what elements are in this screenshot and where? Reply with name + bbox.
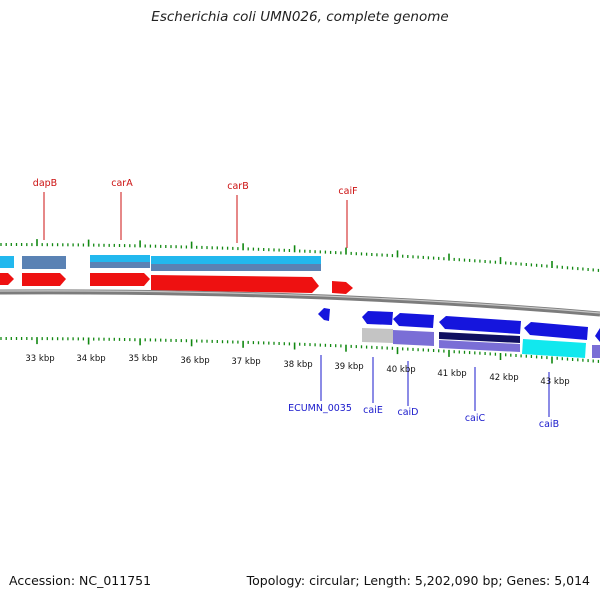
- feature-block[interactable]: [90, 262, 150, 268]
- feature-block[interactable]: [151, 256, 321, 264]
- gene-label-caiB[interactable]: caiB: [539, 419, 559, 430]
- gene-label-dapB[interactable]: dapB: [33, 178, 57, 189]
- bottom-feature-track: [362, 328, 600, 358]
- top-feature-track: [0, 255, 321, 271]
- feature-block[interactable]: [592, 345, 600, 358]
- scale-label: 42 kbp: [489, 373, 518, 383]
- gene-label-caiF[interactable]: caiF: [338, 186, 357, 197]
- scale-label: 35 kbp: [128, 354, 157, 364]
- feature-block[interactable]: [439, 340, 520, 352]
- cds-arrow[interactable]: [362, 311, 393, 325]
- cds-arrow[interactable]: [393, 313, 434, 328]
- gene-label-carA[interactable]: carA: [111, 178, 133, 189]
- forward-cds-track: [0, 273, 353, 294]
- feature-block[interactable]: [522, 339, 586, 358]
- scale-label: 43 kbp: [540, 377, 569, 387]
- scale-label: 37 kbp: [231, 357, 260, 367]
- cds-arrow[interactable]: [318, 308, 330, 321]
- cds-arrow[interactable]: [0, 273, 14, 285]
- map-title: Escherichia coli UMN026, complete genome: [151, 9, 449, 25]
- genome-summary: Topology: circular; Length: 5,202,090 bp…: [246, 573, 590, 588]
- gene-label-ECUMN_0035[interactable]: ECUMN_0035: [288, 403, 352, 414]
- reverse-cds-track: [318, 308, 600, 342]
- scale-label: 33 kbp: [25, 354, 54, 364]
- feature-block[interactable]: [90, 255, 150, 262]
- scale-labels: 33 kbp 34 kbp 35 kbp 36 kbp 37 kbp 38 kb…: [25, 354, 569, 387]
- feature-block[interactable]: [393, 330, 434, 346]
- scale-label: 41 kbp: [437, 369, 466, 379]
- cds-arrow[interactable]: [332, 281, 353, 294]
- scale-label: 36 kbp: [180, 356, 209, 366]
- cds-arrow[interactable]: [90, 273, 150, 286]
- cds-arrow[interactable]: [439, 316, 521, 334]
- cds-arrow[interactable]: [151, 275, 319, 293]
- gene-label-caiE[interactable]: caiE: [363, 405, 383, 416]
- feature-block[interactable]: [22, 256, 66, 269]
- cds-arrow[interactable]: [22, 273, 66, 286]
- cds-arrow[interactable]: [524, 322, 588, 340]
- feature-block[interactable]: [362, 328, 393, 343]
- gene-leaders: [43, 192, 550, 417]
- genome-backbone: [0, 289, 600, 317]
- gene-label-caiC[interactable]: caiC: [465, 413, 486, 424]
- scale-label: 39 kbp: [334, 362, 363, 372]
- gene-label-caiD[interactable]: caiD: [398, 407, 419, 418]
- scale-label: 38 kbp: [283, 360, 312, 370]
- scale-ticks: [0, 239, 600, 364]
- cds-arrow[interactable]: [595, 328, 600, 342]
- feature-block[interactable]: [0, 256, 14, 268]
- feature-block[interactable]: [439, 332, 520, 343]
- scale-label: 34 kbp: [76, 354, 105, 364]
- gene-label-carB[interactable]: carB: [227, 181, 248, 192]
- genome-backbone-highlight: [0, 290, 600, 314]
- scale-label: 40 kbp: [386, 365, 415, 375]
- gene-labels: dapB carA carB caiF ECUMN_0035 caiE caiD…: [33, 178, 559, 430]
- feature-block[interactable]: [151, 264, 321, 271]
- accession-label: Accession: NC_011751: [9, 573, 152, 588]
